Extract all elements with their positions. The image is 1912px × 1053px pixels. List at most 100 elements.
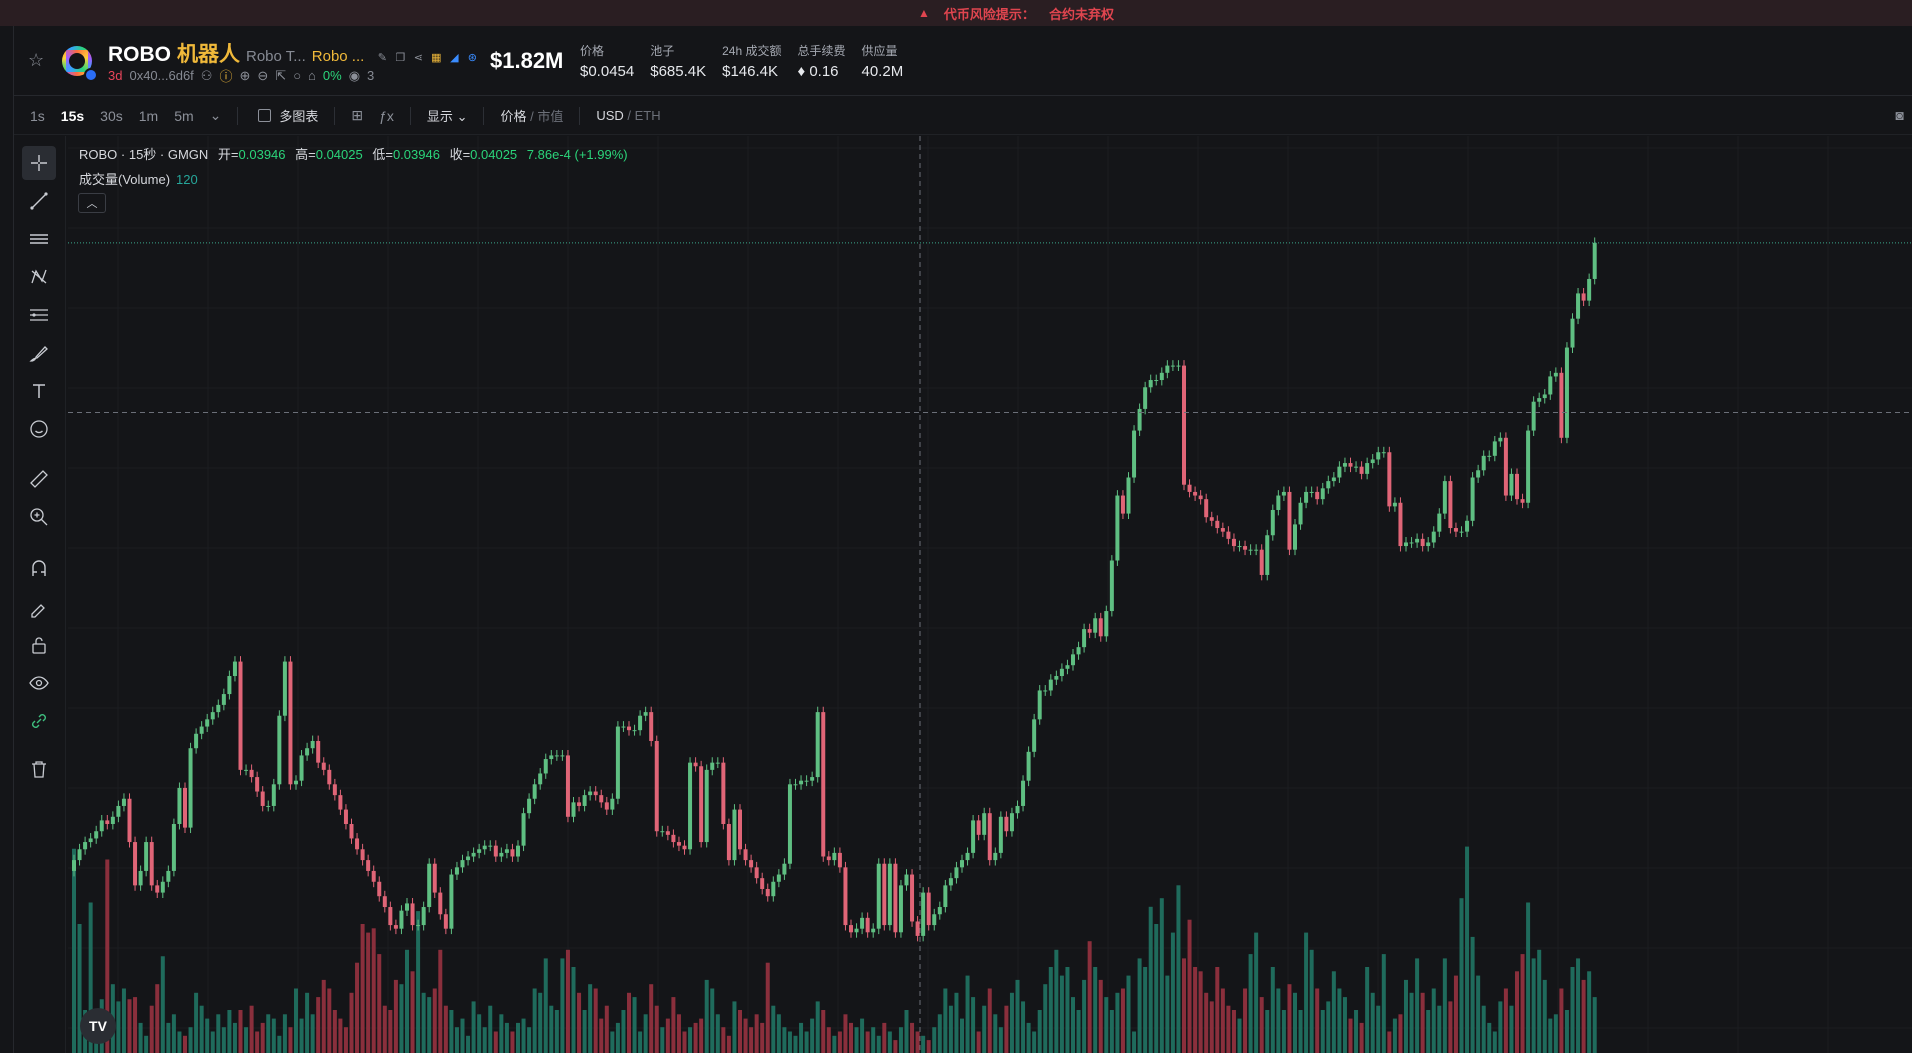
- volume-bar: [1015, 979, 1020, 1053]
- volume-bar: [460, 1018, 465, 1053]
- horizontal-lines-icon[interactable]: [22, 222, 56, 256]
- candle: [771, 881, 776, 897]
- candle: [732, 809, 737, 861]
- telegram-icon[interactable]: ◢: [450, 52, 459, 64]
- external-link-icon[interactable]: ⇱: [275, 67, 287, 83]
- candle: [726, 824, 731, 861]
- candle: [1170, 365, 1175, 367]
- candle: [760, 878, 765, 889]
- volume-bar: [1442, 958, 1447, 1053]
- volume-bar: [1487, 1022, 1492, 1053]
- volume-bar: [1037, 1010, 1042, 1053]
- candle: [765, 888, 770, 897]
- token-name-row: ROBO 机器人 Robo T... Robo ... ✎ ❐ ⋖ ▦ ◢ ⊛: [108, 38, 478, 68]
- share-icon[interactable]: ⋖: [413, 52, 423, 64]
- interval-5m[interactable]: 5m: [174, 107, 194, 124]
- token-sub-row: 3d 0x40...6d6f ⚇ ⓘ ⊕ ⊖ ⇱ ○ ⌂ 0% ◉ 3: [108, 66, 374, 85]
- globe-icon[interactable]: ⊕: [239, 67, 251, 83]
- candle: [882, 863, 887, 926]
- volume-bar: [1553, 1014, 1558, 1053]
- candle: [1526, 430, 1531, 503]
- candle: [1104, 611, 1109, 637]
- twitter-name[interactable]: Robo ...: [311, 48, 365, 65]
- candle: [332, 784, 337, 796]
- trash-icon[interactable]: [22, 752, 56, 786]
- camera-icon[interactable]: ◙: [1895, 107, 1904, 123]
- collapse-legend-button[interactable]: ︿: [78, 193, 106, 213]
- volume-bar: [760, 1022, 765, 1053]
- candle: [843, 867, 848, 926]
- candle: [865, 917, 870, 933]
- user-icon[interactable]: ⚇: [200, 67, 213, 83]
- copy-icon[interactable]: ❐: [395, 52, 406, 64]
- badge-icon[interactable]: ⊛: [467, 52, 477, 64]
- candle: [1082, 629, 1087, 648]
- brush-icon[interactable]: [22, 336, 56, 370]
- currency-toggle[interactable]: USD / ETH: [596, 108, 660, 123]
- favorite-star-icon[interactable]: ☆: [28, 50, 45, 70]
- candle: [205, 719, 210, 727]
- alert-circle-icon[interactable]: ⓘ: [219, 69, 233, 84]
- zoom-in-icon[interactable]: [22, 500, 56, 534]
- volume-bar: [1109, 1010, 1114, 1053]
- emoji-icon[interactable]: [22, 412, 56, 446]
- multi-chart-checkbox[interactable]: [258, 109, 272, 122]
- candle: [382, 896, 387, 908]
- candle: [1542, 394, 1547, 399]
- search-icon[interactable]: ○: [293, 68, 302, 83]
- visibility-eye-icon[interactable]: [22, 666, 56, 700]
- candle: [1515, 473, 1519, 500]
- price-mcap-toggle[interactable]: 价格 / 市值: [500, 106, 563, 125]
- candle: [1548, 376, 1553, 395]
- ruler-icon[interactable]: [22, 462, 56, 496]
- tradingview-logo[interactable]: TV: [80, 1008, 116, 1044]
- lock-icon[interactable]: [22, 628, 56, 662]
- trend-line-icon[interactable]: [22, 184, 56, 218]
- display-dropdown[interactable]: 显示 ⌄: [427, 106, 468, 125]
- crosshair-tool-icon[interactable]: [22, 146, 56, 180]
- fib-tool-icon[interactable]: [22, 298, 56, 332]
- token-full-name[interactable]: Robo T...: [246, 48, 306, 65]
- volume-bar: [1143, 967, 1148, 1053]
- link-icon[interactable]: [22, 704, 56, 738]
- multi-chart-label[interactable]: 多图表: [279, 109, 319, 124]
- candle: [1137, 408, 1142, 431]
- chevron-down-icon[interactable]: ⌄: [209, 107, 222, 123]
- tag-icon[interactable]: ▦: [431, 52, 442, 64]
- chart-canvas[interactable]: [68, 136, 1912, 1053]
- indicators-icon[interactable]: ƒx: [379, 107, 394, 124]
- volume-bar: [1559, 988, 1564, 1053]
- price-chart[interactable]: [68, 136, 1912, 1053]
- volume-bar: [121, 988, 126, 1053]
- volume-bar: [188, 1027, 193, 1053]
- volume-bar: [804, 1031, 809, 1053]
- volume-bar: [654, 1005, 659, 1053]
- volume-bar: [832, 1035, 837, 1053]
- interval-15s[interactable]: 15s: [60, 107, 85, 124]
- contract-address[interactable]: 0x40...6d6f: [129, 68, 194, 83]
- lock-drawing-icon[interactable]: [22, 590, 56, 624]
- candle: [299, 755, 304, 781]
- volume-bar: [1459, 898, 1464, 1053]
- candle: [693, 762, 698, 767]
- volume-bar: [1581, 979, 1586, 1053]
- interval-30s[interactable]: 30s: [100, 107, 123, 124]
- edit-icon[interactable]: ✎: [377, 52, 387, 64]
- text-tool-icon[interactable]: [22, 374, 56, 408]
- volume-bar: [199, 1005, 204, 1053]
- candle: [1337, 466, 1342, 478]
- interval-1m[interactable]: 1m: [138, 107, 159, 124]
- pattern-tool-icon[interactable]: [22, 260, 56, 294]
- volume-bar: [1126, 975, 1131, 1053]
- volume-bar: [843, 1014, 848, 1053]
- volume-bar: [1592, 997, 1597, 1053]
- candle: [948, 878, 953, 886]
- candle: [1176, 365, 1181, 367]
- magnet-icon[interactable]: [22, 552, 56, 586]
- candle: [1492, 441, 1497, 456]
- candle: [971, 820, 976, 853]
- candle-type-icon[interactable]: ⊞: [351, 107, 364, 123]
- interval-1s[interactable]: 1s: [30, 107, 45, 124]
- candle: [1237, 546, 1242, 548]
- minus-circle-icon[interactable]: ⊖: [257, 67, 269, 83]
